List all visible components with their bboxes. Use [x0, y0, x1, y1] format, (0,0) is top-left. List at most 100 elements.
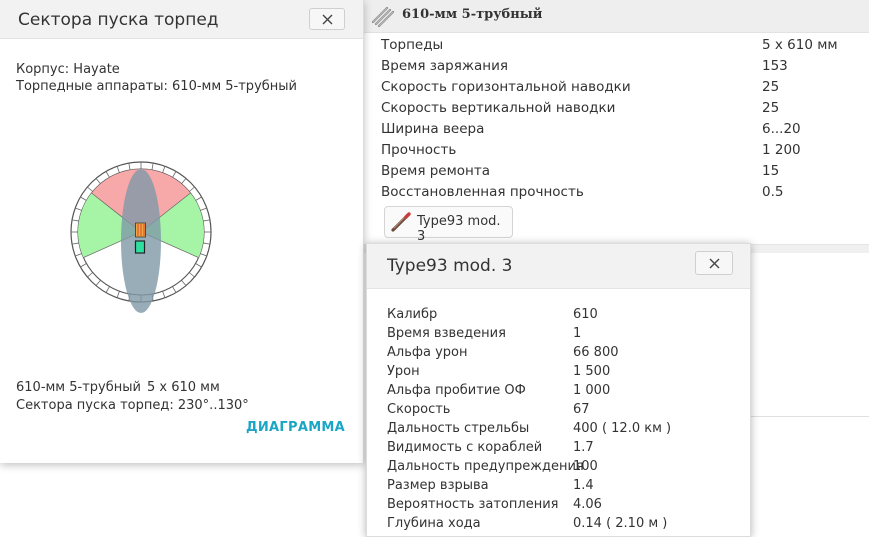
ring-tick — [202, 242, 211, 245]
stat-row: Урон 1 500 — [387, 363, 727, 382]
stat-value: 610 — [573, 307, 598, 322]
stat-label: Восстановленная прочность — [381, 184, 584, 200]
ring-tick — [128, 162, 131, 171]
stat-row: Скорость вертикальной наводки 25 — [381, 98, 851, 119]
stat-label: Альфа пробитие ОФ — [387, 383, 526, 398]
stat-row: Время взведения 1 — [387, 325, 727, 344]
stat-row: Дальность предупреждения 100 — [387, 458, 727, 477]
stat-row: Альфа урон 66 800 — [387, 344, 727, 363]
torpedo-stats: Калибр 610 Время взведения 1 Альфа урон 66 … — [387, 306, 727, 534]
stat-label: Скорость вертикальной наводки — [381, 100, 616, 116]
stat-row: Калибр 610 — [387, 306, 727, 325]
stat-row: Восстановленная прочность 0.5 — [381, 182, 851, 203]
stat-value: 1 000 — [573, 383, 611, 398]
ring-tick — [116, 291, 120, 298]
stat-value: 25 — [762, 100, 780, 116]
stat-value: 15 — [762, 163, 780, 179]
stat-value: 67 — [573, 402, 590, 417]
ring-tick — [195, 196, 202, 201]
torpedo-stats-popup: Type93 mod. 3 Калибр 610 Время взведения 1… — [366, 243, 751, 537]
stat-label: Калибр — [387, 307, 438, 322]
ring-tick — [95, 178, 101, 184]
ring-tick — [181, 178, 187, 184]
stat-label: Урон — [387, 364, 420, 379]
firing-sectors-popup: Сектора пуска торпед Корпус: Hayate Торп… — [0, 0, 364, 463]
stat-label: Альфа урон — [387, 345, 468, 360]
popup-title: Сектора пуска торпед — [18, 10, 219, 30]
stat-label: Прочность — [381, 142, 457, 158]
ring-tick — [105, 286, 110, 293]
ring-tick — [71, 219, 80, 222]
close-icon — [322, 14, 333, 25]
stat-row: Прочность 1 200 — [381, 140, 851, 161]
stat-value: 66 800 — [573, 345, 619, 360]
stat-value: 0.5 — [762, 184, 784, 200]
launcher-header: 610-мм 5-трубный — [364, 0, 869, 33]
stat-value: 4.06 — [573, 497, 602, 512]
ring-tick — [71, 242, 80, 245]
ring-tick — [75, 207, 82, 211]
diagram-link[interactable]: ДИАГРАММА — [246, 420, 346, 435]
ring-tick — [162, 166, 166, 173]
stat-value: 6...20 — [762, 121, 801, 137]
divider — [750, 416, 869, 417]
stat-value: 1 500 — [573, 364, 611, 379]
stat-value: 25 — [762, 79, 780, 95]
stat-value: 1.7 — [573, 440, 594, 455]
stat-value: 153 — [762, 58, 788, 74]
close-button[interactable] — [695, 251, 733, 275]
stat-label: Время ремонта — [381, 163, 491, 179]
stat-value: 5 x 610 мм — [762, 37, 838, 53]
close-button[interactable] — [309, 8, 345, 30]
stat-label: Скорость горизонтальной наводки — [381, 79, 631, 95]
torpedo-select-button[interactable]: Type93 mod. 3 — [384, 206, 513, 244]
stat-label: Ширина веера — [381, 121, 485, 137]
torpedo-icon — [391, 212, 411, 232]
stat-label: Дальность предупреждения — [387, 459, 584, 474]
stat-label: Время взведения — [387, 326, 506, 341]
torpedo-launcher-icon — [371, 6, 395, 28]
ring-tick — [162, 291, 166, 298]
ring-tick — [80, 196, 87, 201]
ring-tick — [87, 272, 93, 278]
firing-sector-diagram — [70, 161, 212, 313]
stat-value: 400 ( 12.0 км ) — [573, 421, 672, 436]
ring-tick — [172, 171, 177, 178]
stat-label: Размер взрыва — [387, 478, 489, 493]
ring-tick — [116, 166, 120, 173]
stat-value: 1 — [573, 326, 582, 341]
stat-row: Глубина хода 0.14 ( 2.10 м ) — [387, 515, 727, 534]
popup-title: Type93 mod. 3 — [387, 256, 513, 276]
stat-row: Дальность стрельбы 400 ( 12.0 км ) — [387, 420, 727, 439]
ring-tick — [95, 280, 101, 286]
stat-row: Вероятность затопления 4.06 — [387, 496, 727, 515]
stat-row: Ширина веера 6...20 — [381, 119, 851, 140]
stat-row: Альфа пробитие ОФ 1 000 — [387, 382, 727, 401]
stat-row: Размер взрыва 1.4 — [387, 477, 727, 496]
stat-value: 1.4 — [573, 478, 594, 493]
popup-header: Type93 mod. 3 — [367, 244, 750, 289]
stat-row: Видимость с кораблей 1.7 — [387, 439, 727, 458]
torpedo-button-label: Type93 mod. 3 — [417, 214, 501, 244]
hull-line: Корпус: Hayate — [16, 62, 120, 77]
stat-row: Скорость 67 — [387, 401, 727, 420]
stat-value: 0.14 ( 2.10 м ) — [573, 516, 668, 531]
ring-tick — [189, 186, 195, 192]
ring-tick — [195, 263, 202, 268]
ring-tick — [87, 186, 93, 192]
stat-label: Видимость с кораблей — [387, 440, 543, 455]
launchers-line: Торпедные аппараты: 610-мм 5-трубный — [16, 79, 297, 94]
stat-label: Вероятность затопления — [387, 497, 559, 512]
ring-tick — [80, 263, 87, 268]
stat-label: Глубина хода — [387, 516, 481, 531]
ring-tick — [105, 171, 110, 178]
ring-tick — [189, 272, 195, 278]
stat-row: Скорость горизонтальной наводки 25 — [381, 77, 851, 98]
ring-tick — [181, 280, 187, 286]
stat-row: Время заряжания 153 — [381, 56, 851, 77]
ring-tick — [172, 286, 177, 293]
firing-sectors-line: Сектора пуска торпед: 230°..130° — [16, 398, 249, 413]
stat-row: Торпеды 5 x 610 мм — [381, 35, 851, 56]
ring-tick — [151, 162, 154, 171]
launcher-summary-count: 5 x 610 мм — [147, 380, 220, 395]
